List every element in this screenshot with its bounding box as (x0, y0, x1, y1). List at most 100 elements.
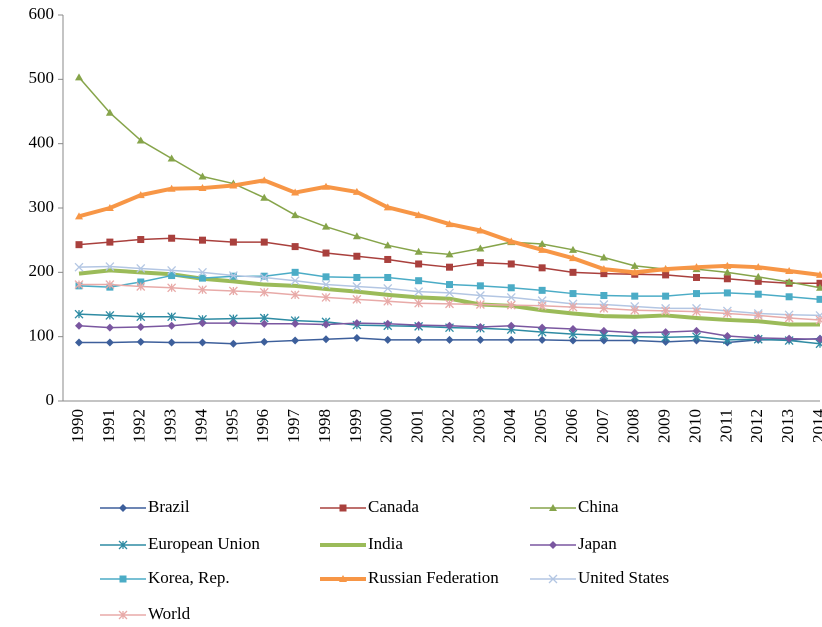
data-point (446, 281, 453, 289)
data-point (136, 191, 145, 199)
data-point (384, 273, 392, 281)
data-point (476, 335, 485, 344)
data-point (260, 272, 268, 280)
data-point (475, 291, 485, 300)
data-point (816, 279, 822, 287)
data-point (75, 321, 83, 330)
x-tick-label: 2002 (438, 409, 457, 443)
x-tick-label: 2008 (624, 409, 643, 443)
y-tick-label: 400 (29, 133, 55, 152)
data-point (229, 238, 237, 246)
data-point (785, 267, 794, 275)
series-1 (75, 234, 822, 287)
data-point (446, 263, 453, 271)
y-tick-label: 200 (29, 261, 55, 280)
data-point (74, 262, 84, 272)
data-point (476, 282, 484, 290)
data-point (322, 222, 330, 230)
data-point (383, 319, 392, 328)
y-tick-label: 0 (46, 390, 55, 409)
data-point (228, 286, 238, 296)
data-point (507, 335, 516, 344)
legend-label: Korea, Rep. (148, 568, 230, 587)
x-tick-label: 2011 (716, 409, 735, 442)
x-tick-label: 2009 (655, 409, 674, 443)
data-point (384, 255, 392, 263)
data-point (229, 339, 238, 348)
x-tick-label: 2005 (531, 409, 550, 443)
x-tick-label: 2010 (685, 409, 704, 443)
data-point (260, 176, 269, 184)
data-point (568, 302, 578, 312)
data-point (167, 283, 177, 293)
data-point (538, 323, 547, 332)
data-point (507, 321, 516, 330)
data-point (538, 286, 546, 294)
data-point (569, 290, 577, 298)
data-point (599, 303, 609, 313)
data-point (445, 288, 454, 298)
x-tick-label: 1999 (346, 409, 365, 443)
data-point (784, 313, 794, 323)
data-point (136, 312, 146, 322)
data-point (167, 184, 176, 192)
data-point (476, 323, 485, 332)
legend-label: European Union (148, 534, 260, 553)
data-point (445, 299, 454, 309)
data-point (105, 280, 115, 290)
data-point (507, 284, 515, 292)
data-point (167, 338, 176, 347)
data-point (599, 253, 608, 261)
data-point (322, 182, 330, 190)
legend-label: Japan (578, 534, 617, 553)
data-point (753, 310, 763, 320)
data-point (476, 244, 485, 252)
data-point (723, 268, 732, 276)
data-point (383, 241, 392, 249)
data-point (445, 220, 454, 228)
data-point (383, 283, 393, 293)
data-point (383, 296, 393, 306)
legend-label: Brazil (148, 497, 190, 516)
data-point (198, 172, 207, 180)
data-point (692, 326, 701, 335)
data-point (600, 291, 608, 299)
data-point (414, 298, 424, 308)
data-point (538, 245, 547, 253)
data-point (693, 290, 700, 298)
data-point (507, 237, 516, 245)
data-point (692, 307, 701, 317)
x-tick-label: 2006 (562, 409, 581, 443)
data-point (661, 265, 670, 273)
data-point (816, 295, 822, 303)
x-tick-label: 1997 (284, 409, 303, 444)
data-point (569, 336, 577, 345)
data-point (537, 301, 547, 311)
legend-marker (118, 540, 128, 550)
data-point (136, 264, 146, 273)
data-point (352, 333, 361, 342)
data-point (105, 108, 114, 116)
data-point (507, 260, 515, 268)
legend-marker (118, 610, 128, 620)
data-point (167, 312, 177, 322)
data-point (754, 277, 762, 285)
data-point (321, 292, 331, 302)
data-point (74, 280, 84, 290)
data-point (723, 289, 731, 297)
data-point (723, 261, 732, 269)
data-point (599, 336, 608, 345)
data-point (754, 263, 763, 271)
legend-marker (339, 504, 347, 512)
legend-marker (549, 541, 557, 549)
data-point (661, 306, 671, 316)
data-point (105, 323, 114, 332)
data-point (754, 272, 763, 280)
data-point (260, 337, 269, 346)
x-tick-label: 2003 (469, 409, 488, 443)
x-tick-label: 2000 (377, 409, 396, 443)
x-tick-label: 2004 (500, 409, 519, 444)
data-point (105, 310, 115, 320)
series-line (78, 178, 821, 277)
